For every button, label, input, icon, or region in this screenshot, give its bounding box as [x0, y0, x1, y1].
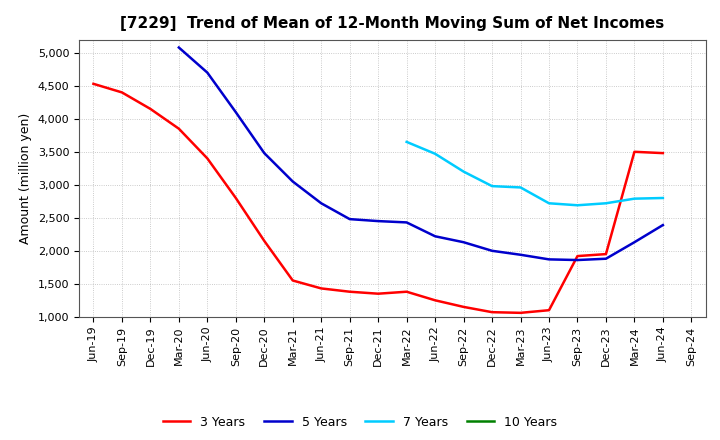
3 Years [374, 291, 382, 297]
5 Years [260, 150, 269, 156]
3 Years [402, 289, 411, 294]
3 Years [346, 289, 354, 294]
3 Years [117, 90, 126, 95]
5 Years [573, 257, 582, 263]
7 Years [431, 151, 439, 156]
Line: 5 Years: 5 Years [179, 48, 663, 260]
3 Years [289, 278, 297, 283]
5 Years [516, 252, 525, 257]
5 Years [630, 239, 639, 245]
Title: [7229]  Trend of Mean of 12-Month Moving Sum of Net Incomes: [7229] Trend of Mean of 12-Month Moving … [120, 16, 665, 32]
7 Years [459, 169, 468, 174]
7 Years [602, 201, 611, 206]
7 Years [516, 185, 525, 190]
3 Years [516, 310, 525, 315]
3 Years [260, 238, 269, 243]
7 Years [573, 202, 582, 208]
5 Years [487, 248, 496, 253]
7 Years [545, 201, 554, 206]
5 Years [203, 70, 212, 75]
3 Years [545, 308, 554, 313]
Line: 7 Years: 7 Years [407, 142, 663, 205]
3 Years [232, 195, 240, 201]
3 Years [659, 150, 667, 156]
5 Years [545, 257, 554, 262]
5 Years [659, 222, 667, 227]
3 Years [630, 149, 639, 154]
5 Years [174, 45, 183, 50]
5 Years [602, 256, 611, 261]
3 Years [487, 309, 496, 315]
5 Years [317, 201, 325, 206]
3 Years [89, 81, 98, 86]
Line: 3 Years: 3 Years [94, 84, 663, 313]
Y-axis label: Amount (million yen): Amount (million yen) [19, 113, 32, 244]
3 Years [203, 156, 212, 161]
3 Years [431, 297, 439, 303]
Legend: 3 Years, 5 Years, 7 Years, 10 Years: 3 Years, 5 Years, 7 Years, 10 Years [158, 411, 562, 434]
3 Years [459, 304, 468, 310]
5 Years [459, 239, 468, 245]
7 Years [402, 139, 411, 144]
5 Years [402, 220, 411, 225]
7 Years [659, 195, 667, 201]
5 Years [289, 179, 297, 184]
5 Years [374, 218, 382, 224]
3 Years [146, 106, 155, 111]
5 Years [346, 216, 354, 222]
3 Years [573, 253, 582, 259]
3 Years [602, 251, 611, 257]
7 Years [487, 183, 496, 189]
5 Years [431, 234, 439, 239]
5 Years [232, 110, 240, 115]
3 Years [317, 286, 325, 291]
7 Years [630, 196, 639, 201]
3 Years [174, 126, 183, 131]
